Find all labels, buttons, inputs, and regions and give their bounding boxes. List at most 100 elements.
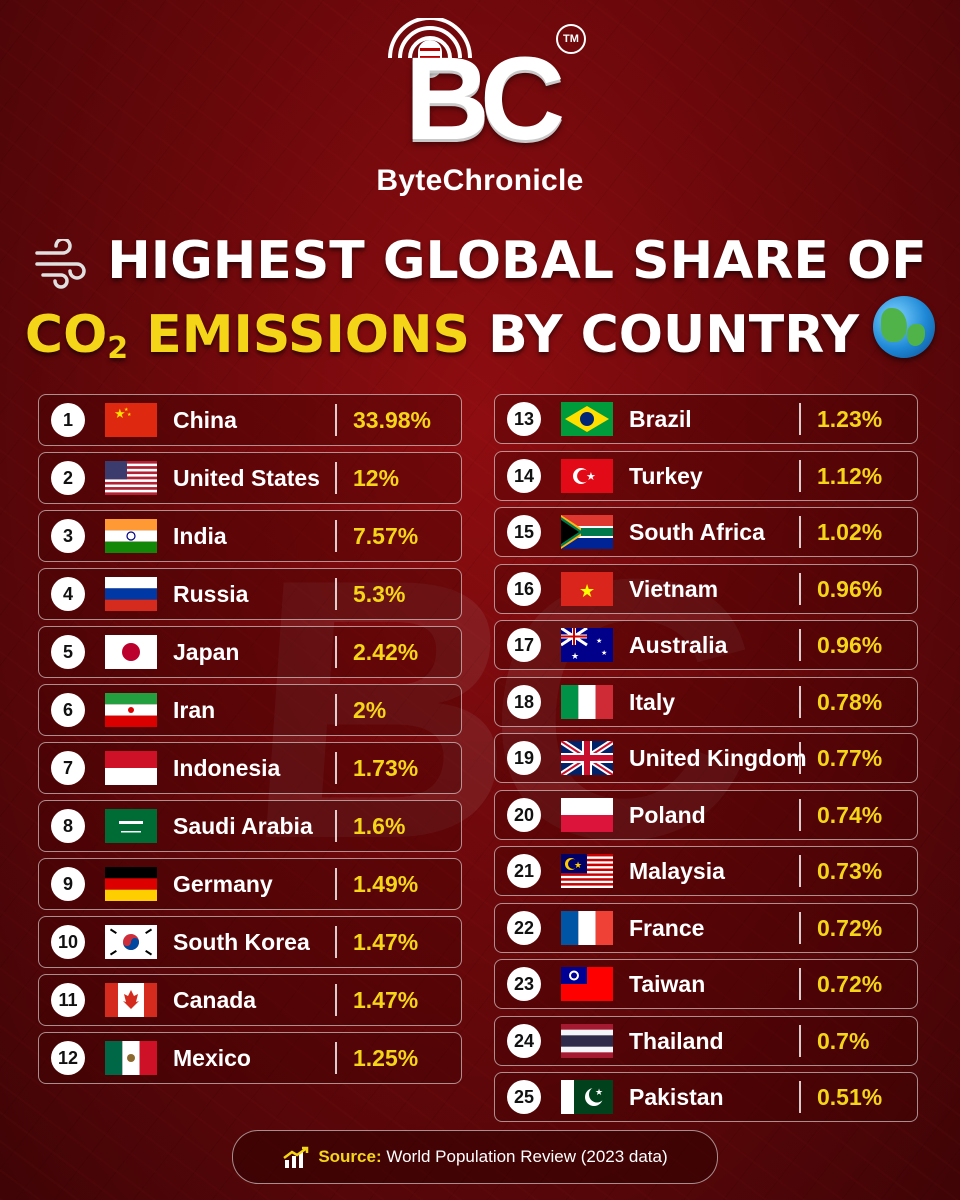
column-divider: [335, 752, 337, 784]
source-text: World Population Review (2023 data): [386, 1147, 668, 1166]
country-name: Russia: [173, 581, 249, 607]
country-name: Malaysia: [629, 858, 725, 884]
rank-badge: 4: [51, 577, 85, 611]
table-row: 8 Saudi Arabia 1.6%: [38, 800, 462, 852]
title-line-2-rest: BY COUNTRY: [469, 305, 860, 365]
de-flag-icon: [105, 867, 157, 901]
emission-share-value: 0.77%: [817, 745, 883, 771]
column-divider: [335, 462, 337, 494]
column-divider: [799, 572, 801, 605]
column-divider: [799, 798, 801, 831]
rank-badge: 20: [507, 797, 541, 832]
country-name: Canada: [173, 987, 257, 1013]
table-row: 18 Italy 0.78%: [494, 676, 918, 727]
bar-chart-icon: [283, 1146, 309, 1168]
column-divider: [799, 742, 801, 774]
table-row: 17 ★ ★ ★ Australia 0.96%: [494, 620, 918, 670]
svg-text:★: ★: [586, 471, 596, 483]
th-flag-icon: [561, 1023, 613, 1058]
svg-text:★: ★: [124, 407, 129, 413]
table-row: 6 Iran 2%: [38, 684, 462, 736]
country-name: Indonesia: [173, 755, 281, 781]
rank-badge: 10: [51, 925, 85, 959]
logo-letters: BC: [404, 33, 565, 165]
ranking-column-left: 1 ★ ★ ★ China 33.98% 2 United States 12% 3 India 7.…: [38, 394, 462, 1090]
rank-badge: 24: [507, 1023, 541, 1058]
column-divider: [799, 968, 801, 1000]
table-row: 25 ★ Pakistan 0.51%: [494, 1072, 918, 1122]
column-divider: [335, 578, 337, 610]
title-emissions: EMISSIONS: [128, 305, 470, 365]
rank-badge: 5: [51, 635, 85, 669]
column-divider: [335, 868, 337, 900]
country-name: Thailand: [629, 1027, 724, 1054]
table-row: 10 South Korea 1.47%: [38, 916, 462, 968]
table-row: 23 Taiwan 0.72%: [494, 959, 918, 1009]
emission-share-value: 0.96%: [817, 632, 883, 658]
rank-badge: 13: [507, 402, 541, 436]
table-row: 14 ★ Turkey 1.12%: [494, 450, 918, 501]
country-name: South Africa: [629, 519, 765, 545]
emission-share-value: 5.3%: [353, 581, 406, 607]
table-row: 5 Japan 2.42%: [38, 626, 462, 678]
emission-share-value: 2.42%: [353, 639, 419, 665]
rank-badge: 2: [51, 461, 85, 495]
tr-flag-icon: ★: [561, 458, 613, 493]
column-divider: [799, 855, 801, 887]
rank-badge: 14: [507, 458, 541, 493]
emission-share-value: 0.96%: [817, 575, 883, 602]
table-row: 16 ★ Vietnam 0.96%: [494, 563, 918, 614]
svg-text:★: ★: [601, 649, 607, 657]
emission-share-value: 0.72%: [817, 914, 883, 941]
country-name: Poland: [629, 801, 706, 828]
column-divider: [799, 1024, 801, 1057]
column-divider: [335, 520, 337, 552]
table-row: 15 South Africa 1.02%: [494, 507, 918, 557]
table-row: 9 Germany 1.49%: [38, 858, 462, 910]
emission-share-value: 1.12%: [817, 462, 883, 489]
country-name: Iran: [173, 697, 216, 723]
rank-badge: 25: [507, 1080, 541, 1114]
br-flag-icon: [561, 402, 613, 436]
emission-share-value: 1.23%: [817, 406, 883, 432]
title-subscript: 2: [107, 331, 129, 366]
ranking-column-right: 13 Brazil 1.23% 14 ★ Turkey 1.12% 15 South Afric…: [494, 394, 918, 1129]
rank-badge: 6: [51, 693, 85, 727]
country-name: Australia: [629, 632, 728, 658]
table-row: 1 ★ ★ ★ China 33.98%: [38, 394, 462, 446]
title-line-1-text: HIGHEST GLOBAL SHARE OF: [107, 231, 927, 291]
column-divider: [799, 1081, 801, 1113]
au-flag-icon: ★ ★ ★: [561, 628, 613, 662]
column-divider: [335, 984, 337, 1016]
emission-share-value: 1.49%: [353, 871, 419, 897]
rank-badge: 21: [507, 854, 541, 888]
country-name: Italy: [629, 688, 676, 715]
rank-badge: 23: [507, 967, 541, 1001]
emission-share-value: 1.47%: [353, 929, 419, 955]
in-flag-icon: [105, 519, 157, 553]
table-row: 22 France 0.72%: [494, 902, 918, 953]
wind-icon: [35, 239, 86, 289]
ir-flag-icon: [105, 693, 157, 727]
table-row: 3 India 7.57%: [38, 510, 462, 562]
rank-badge: 17: [507, 628, 541, 662]
table-row: 7 Indonesia 1.73%: [38, 742, 462, 794]
emission-share-value: 7.57%: [353, 523, 419, 549]
column-divider: [799, 403, 801, 435]
column-divider: [335, 1042, 337, 1074]
brand-logo: BC TM ByteChronicle: [0, 18, 960, 198]
column-divider: [799, 459, 801, 492]
table-row: 2 United States 12%: [38, 452, 462, 504]
id-flag-icon: [105, 751, 157, 785]
emission-share-value: 2%: [353, 697, 387, 723]
country-name: Pakistan: [629, 1084, 724, 1110]
emission-share-value: 0.51%: [817, 1084, 883, 1110]
mx-flag-icon: [105, 1041, 157, 1075]
rank-badge: 3: [51, 519, 85, 553]
rank-badge: 15: [507, 515, 541, 549]
emission-share-value: 12%: [353, 465, 400, 491]
title-line-2: CO2 EMISSIONS BY COUNTRY: [0, 296, 960, 384]
globe-icon: [873, 296, 936, 358]
it-flag-icon: [561, 684, 613, 719]
emission-share-value: 1.25%: [353, 1045, 419, 1071]
